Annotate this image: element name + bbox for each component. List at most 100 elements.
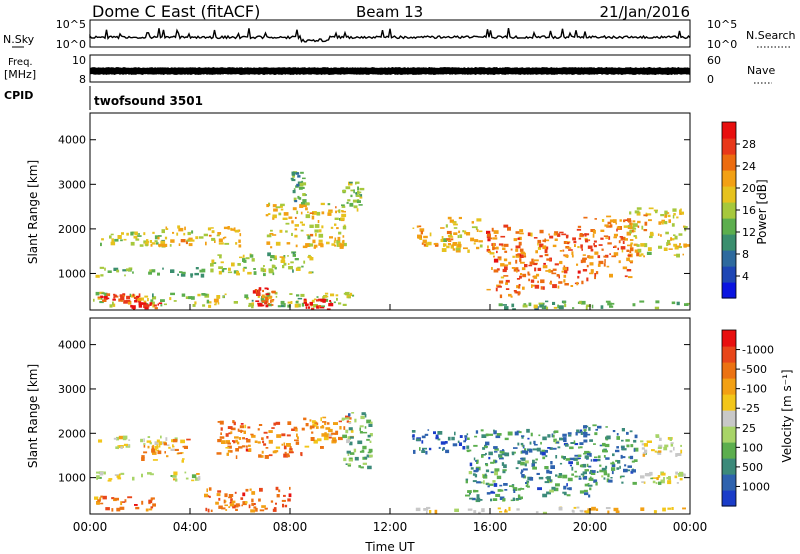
echo-cell <box>305 243 310 247</box>
echo-cell <box>487 250 492 253</box>
echo-cell <box>206 301 212 304</box>
echo-cell <box>258 498 261 502</box>
echo-cell <box>152 303 155 308</box>
echo-cell <box>221 507 226 510</box>
echo-cell <box>239 425 245 429</box>
echo-cell <box>613 252 619 256</box>
echo-cell <box>579 446 583 449</box>
colorbar-tick-label: 500 <box>742 461 763 474</box>
echo-cell <box>616 228 618 232</box>
echo-cell <box>464 435 468 438</box>
echo-cell <box>539 304 544 308</box>
echo-cell <box>678 473 683 477</box>
echo-cell <box>104 292 108 297</box>
colorbar-swatch <box>722 170 736 187</box>
echo-cell <box>451 244 454 247</box>
echo-cell <box>267 299 269 303</box>
echo-cell <box>226 452 229 456</box>
echo-cell <box>345 463 348 465</box>
echo-cell <box>488 451 493 456</box>
echo-cell <box>594 456 598 459</box>
echo-cell <box>367 451 372 454</box>
echo-cell <box>442 447 445 450</box>
echo-cell <box>267 303 270 305</box>
echo-cell <box>242 254 245 258</box>
echo-cell <box>164 451 166 454</box>
echo-cell <box>658 221 662 225</box>
echo-cell <box>593 479 598 483</box>
freq-label: Freq. <box>8 57 33 68</box>
echo-cell <box>447 436 451 441</box>
echo-cell <box>222 268 227 270</box>
echo-cell <box>684 244 690 247</box>
echo-cell <box>172 475 177 478</box>
echo-cell <box>583 434 588 438</box>
echo-cell <box>615 510 620 513</box>
echo-cell <box>452 242 458 246</box>
echo-cell <box>590 471 596 475</box>
echo-cell <box>251 304 254 309</box>
echo-cell <box>253 268 256 270</box>
echo-cell <box>134 300 138 303</box>
echo-cell <box>580 300 586 305</box>
echo-cell <box>550 270 554 273</box>
echo-cell <box>225 447 230 449</box>
echo-cell <box>270 299 272 304</box>
echo-cell <box>337 236 341 241</box>
echo-cell <box>519 229 524 233</box>
echo-cell <box>605 237 609 239</box>
echo-cell <box>260 267 264 272</box>
echo-cell <box>440 227 445 229</box>
echo-cell <box>549 282 552 285</box>
echo-cell <box>513 238 518 242</box>
echo-cell <box>486 288 491 291</box>
echo-cell <box>350 292 353 296</box>
echo-cell <box>538 434 541 437</box>
echo-cell <box>495 287 498 292</box>
echo-cell <box>311 215 315 220</box>
y-tick-label: 3000 <box>58 383 86 396</box>
echo-cell <box>370 421 373 424</box>
echo-cell <box>518 431 522 434</box>
echo-cell <box>458 230 461 234</box>
echo-cell <box>152 444 155 448</box>
echo-cell <box>592 234 595 238</box>
echo-cell <box>318 233 324 238</box>
echo-cell <box>191 474 197 479</box>
echo-cell <box>113 294 117 297</box>
echo-cell <box>367 465 372 470</box>
echo-cell <box>621 481 624 484</box>
echo-cell <box>429 232 432 237</box>
echo-cell <box>544 481 550 484</box>
echo-cell <box>551 272 557 275</box>
echo-cell <box>120 472 125 475</box>
x-tick-label: 04:00 <box>173 520 208 534</box>
echo-cell <box>621 439 624 442</box>
echo-cell <box>571 473 574 476</box>
echo-cell <box>100 242 102 247</box>
echo-cell <box>547 447 551 449</box>
echo-cell <box>218 266 223 269</box>
echo-cell <box>422 239 427 244</box>
echo-cell <box>150 498 153 501</box>
echo-cell <box>345 186 351 190</box>
echo-cell <box>520 487 522 490</box>
echo-cell <box>513 290 516 292</box>
echo-cell <box>593 245 597 248</box>
echo-cell <box>227 226 230 230</box>
echo-cell <box>265 296 269 301</box>
echo-cell <box>448 236 454 238</box>
echo-cell <box>632 303 636 307</box>
echo-cell <box>176 232 179 236</box>
echo-cell <box>298 197 302 200</box>
echo-cell <box>569 457 575 461</box>
echo-cell <box>305 214 311 219</box>
echo-cell <box>628 456 630 459</box>
echo-cell <box>211 262 217 264</box>
echo-cell <box>627 244 632 247</box>
colorbar-swatch <box>722 346 736 363</box>
cpid-label: CPID <box>4 89 33 102</box>
echo-cell <box>626 444 630 448</box>
echo-cell <box>243 430 246 434</box>
